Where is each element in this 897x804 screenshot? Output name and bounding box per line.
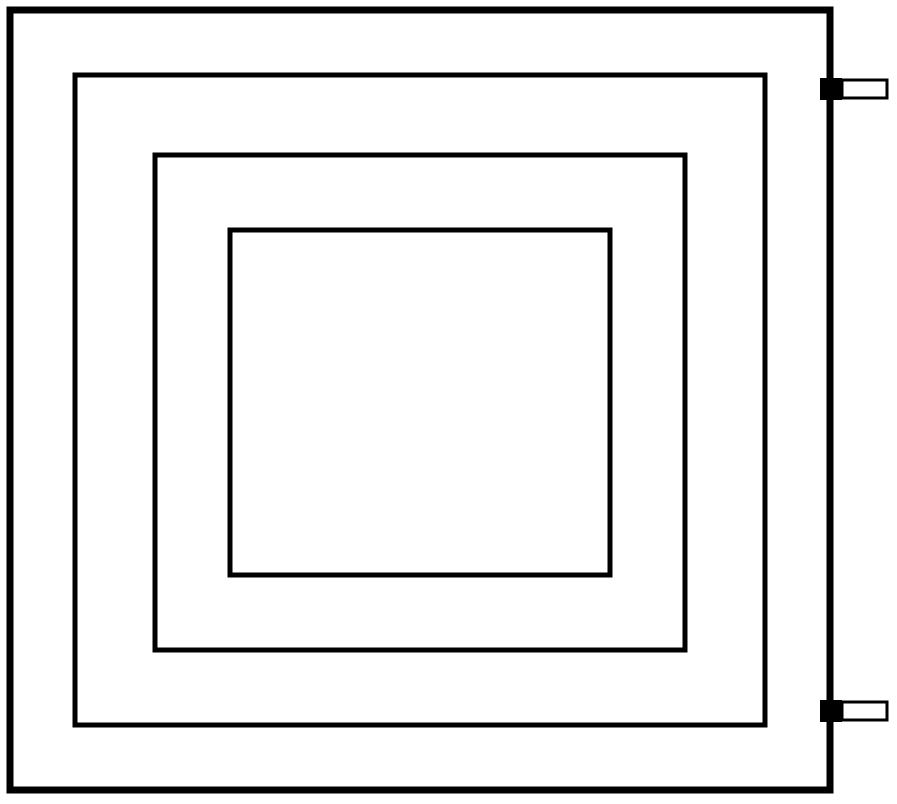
outer-square <box>10 10 830 790</box>
inner-square <box>230 230 610 575</box>
diagram-container <box>0 0 897 804</box>
nested-squares-diagram <box>0 0 897 804</box>
top-connector-tab <box>842 80 887 98</box>
bottom-connector-block <box>820 700 842 722</box>
bottom-connector-tab <box>842 702 887 720</box>
top-connector-block <box>820 78 842 100</box>
square-2 <box>75 75 765 725</box>
